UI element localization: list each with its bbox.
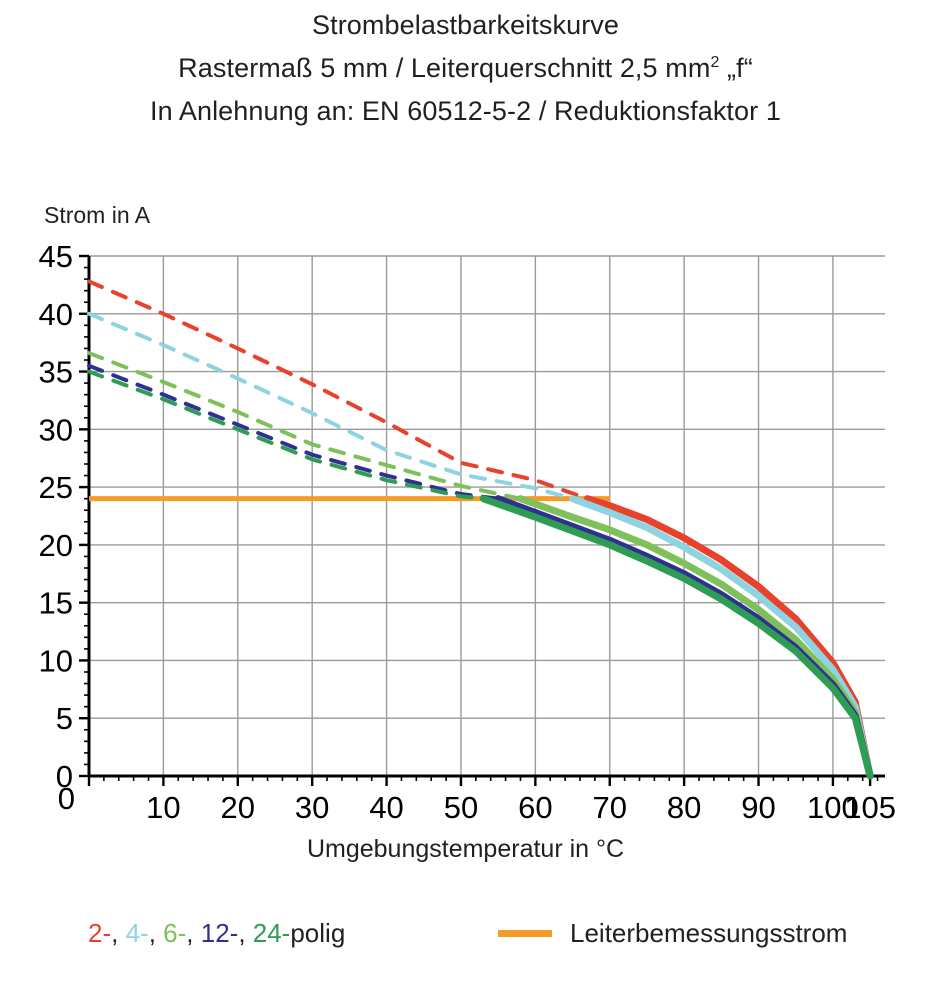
solid-segment xyxy=(479,495,874,780)
series-6-polig xyxy=(87,351,874,780)
x-tick-label: 100 xyxy=(807,790,859,825)
series-4-polig xyxy=(87,311,874,780)
x-tick-label: 50 xyxy=(444,790,478,825)
solid-segment xyxy=(569,495,874,780)
series-2-polig xyxy=(87,279,874,780)
x-tick-label: 70 xyxy=(593,790,627,825)
chart-legend: 2-, 4-, 6-, 12-, 24-polig Leiterbemessun… xyxy=(0,918,931,978)
title-line-2-superscript: 2 xyxy=(710,54,720,71)
legend-reference-label: Leiterbemessungsstrom xyxy=(570,918,848,948)
axis-tick-labels: 0 5 10 15 20 25 30 35 40 45 0 10 20 30 40 50 60 70 80 90 100… xyxy=(39,239,896,825)
legend-reference-entry: Leiterbemessungsstrom xyxy=(498,918,847,949)
y-tick-label: 30 xyxy=(39,412,73,447)
y-tick-label: 20 xyxy=(39,528,73,563)
legend-entry-12polig: 12- xyxy=(200,918,239,948)
title-line-2: Rastermaß 5 mm / Leiterquerschnitt 2,5 m… xyxy=(0,47,931,90)
x-tick-label: 30 xyxy=(295,790,329,825)
legend-entry-2polig: 2- xyxy=(88,918,112,948)
title-line-3: In Anlehnung an: EN 60512-5-2 / Reduktio… xyxy=(150,96,781,126)
legend-entry-6polig: 6- xyxy=(163,918,187,948)
legend-entry-4polig: 4- xyxy=(125,918,149,948)
legend-polig-suffix: polig xyxy=(290,918,346,948)
series-curves xyxy=(87,279,874,780)
legend-series-polig: 2-, 4-, 6-, 12-, 24-polig xyxy=(88,918,345,949)
gridlines xyxy=(89,255,885,776)
title-line-2-tail: „f“ xyxy=(719,53,753,83)
y-tick-label: 0 xyxy=(56,759,73,794)
y-tick-label: 15 xyxy=(39,586,73,621)
legend-separator: , xyxy=(238,918,253,948)
series-24-polig xyxy=(87,369,874,780)
dashed-segment xyxy=(87,369,486,501)
solid-segment xyxy=(516,495,874,780)
series-12-polig xyxy=(87,363,874,780)
title-line-2-main: Rastermaß 5 mm / Leiterquerschnitt 2,5 m… xyxy=(178,53,711,83)
y-tick-label: 25 xyxy=(39,470,73,505)
dashed-segment xyxy=(87,363,501,501)
dashed-segment xyxy=(87,311,575,501)
x-tick-label: 80 xyxy=(667,790,701,825)
x-tick-label: 105 xyxy=(844,790,896,825)
y-tick-label: 10 xyxy=(39,643,73,678)
chart-title-block: Strombelastbarkeitskurve Rastermaß 5 mm … xyxy=(0,0,931,133)
legend-separator: , xyxy=(111,918,126,948)
dashed-segment xyxy=(87,279,590,501)
current-carrying-capacity-chart: 0 5 10 15 20 25 30 35 40 45 0 10 20 30 40 50 60 70 80 90 100… xyxy=(39,239,896,825)
y-tick-label: 35 xyxy=(39,355,73,390)
y-tick-label: 5 xyxy=(56,701,73,736)
legend-separator: , xyxy=(148,918,164,948)
axis-major-ticks xyxy=(79,254,872,786)
x-tick-label: 90 xyxy=(741,790,775,825)
y-tick-label: 45 xyxy=(39,239,73,274)
x-tick-label: 20 xyxy=(221,790,255,825)
axis-lines xyxy=(87,256,885,778)
x-tick-label: 60 xyxy=(518,790,552,825)
x-tick-label: 10 xyxy=(146,790,180,825)
y-axis-title: Strom in A xyxy=(44,202,151,228)
dashed-segment xyxy=(87,351,523,501)
legend-entry-24polig: 24- xyxy=(252,918,291,948)
x-tick-label: 0 xyxy=(58,781,75,816)
x-tick-label: 40 xyxy=(369,790,403,825)
chart-plot-region: Strom in A 0 5 10 15 20 25 30 35 40 45 0 10 20 30 40 50… xyxy=(0,160,931,863)
x-axis-title: Umgebungstemperatur in °C xyxy=(306,835,625,863)
reference-line-swatch xyxy=(498,929,552,937)
title-line-1: Strombelastbarkeitskurve xyxy=(311,10,620,40)
y-tick-label: 40 xyxy=(39,297,73,332)
legend-separator: , xyxy=(186,918,201,948)
